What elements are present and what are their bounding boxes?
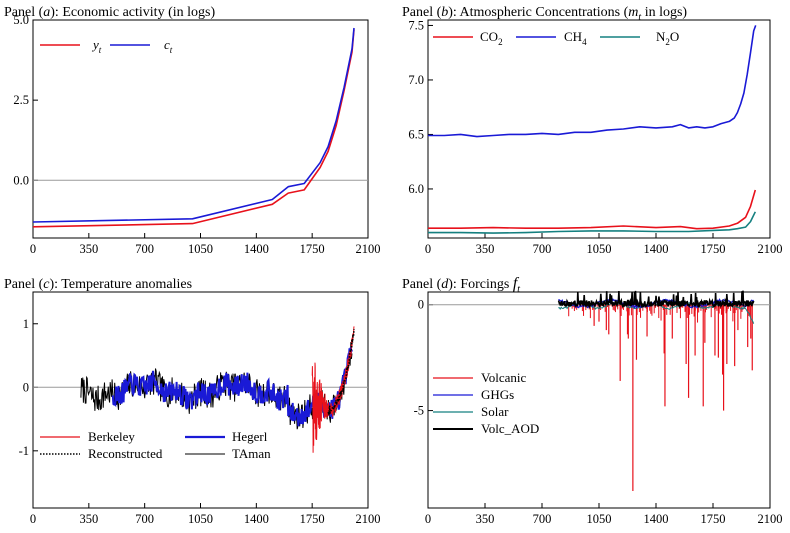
x-tick-label: 1400 — [244, 242, 269, 256]
panel-b-title: Panel (b): Atmospheric Concentrations (m… — [402, 5, 687, 23]
x-tick-label: 1050 — [587, 512, 612, 526]
panel-d: 0 350 700 1050 1400 1750 2100 0 -5 Volcanic GHGs… — [414, 290, 783, 526]
legend-label-ch4: CH4 — [564, 29, 587, 47]
y-tick-label: -1 — [19, 444, 29, 458]
y-tick-label: -5 — [414, 404, 424, 418]
panel-b-legend: CO2 CH4 N2O — [433, 29, 679, 47]
panel-c: 0 350 700 1050 1400 1750 2100 1 0 -1 Berkeley Heg… — [19, 291, 381, 526]
legend-label-berkeley: Berkeley — [88, 429, 135, 444]
panel-b: 0 350 700 1050 1400 1750 2100 7.5 7.0 6.5 6.0 CO2 … — [408, 18, 782, 256]
panel-a-legend: yt ct — [40, 37, 173, 55]
x-tick-label: 700 — [135, 512, 154, 526]
x-tick-label: 1750 — [300, 242, 325, 256]
panel-a: 0 350 700 1050 1400 1750 2100 5.0 2.5 0.0 yt ct — [13, 13, 380, 256]
panel-b-frame — [427, 19, 771, 239]
x-tick-label: 1050 — [587, 242, 612, 256]
panel-c-legend: Berkeley Hegerl Reconstructed TAman — [40, 429, 271, 461]
y-tick-label: 0.0 — [13, 173, 29, 187]
series-line-ch4 — [428, 25, 757, 138]
x-tick-label: 0 — [30, 512, 36, 526]
x-tick-label: 350 — [476, 242, 495, 256]
x-tick-label: 1750 — [701, 242, 726, 256]
y-tick-label: 6.0 — [408, 182, 424, 196]
y-tick-label: 1 — [23, 317, 29, 331]
legend-label-co2: CO2 — [480, 29, 503, 47]
panel-d-legend: Volcanic GHGs Solar Volc_AOD — [433, 370, 539, 436]
x-tick-label: 0 — [425, 512, 431, 526]
x-tick-label: 350 — [79, 242, 98, 256]
series-line-c_t — [32, 27, 355, 223]
y-tick-label: 6.5 — [408, 127, 424, 141]
legend-label-solar: Solar — [481, 404, 509, 419]
series-line-volc-aod — [557, 290, 755, 309]
legend-label-volcanic: Volcanic — [481, 370, 526, 385]
panel-d-title: Panel (d): Forcings ft — [402, 275, 520, 295]
panel-a-title: Panel (a): Economic activity (in logs) — [4, 5, 215, 20]
y-tick-label: 7.0 — [408, 73, 424, 87]
x-tick-label: 1750 — [701, 512, 726, 526]
y-tick-label: 7.5 — [408, 18, 424, 32]
x-tick-label: 1750 — [300, 512, 325, 526]
x-tick-label: 700 — [533, 242, 552, 256]
x-tick-label: 1400 — [644, 242, 669, 256]
x-tick-label: 0 — [30, 242, 36, 256]
legend-label-c: ct — [164, 37, 173, 55]
x-tick-label: 1050 — [188, 242, 213, 256]
x-tick-label: 2100 — [356, 242, 381, 256]
legend-label-reconstructed: Reconstructed — [88, 446, 163, 461]
legend-label-hegerl: Hegerl — [232, 429, 268, 444]
series-line-co2 — [428, 189, 757, 230]
x-tick-label: 2100 — [758, 242, 783, 256]
x-tick-label: 1050 — [188, 512, 213, 526]
x-tick-label: 1400 — [244, 512, 269, 526]
series-line-berkeley — [311, 326, 355, 453]
series-line-y_t — [32, 29, 355, 228]
series-line-n2o — [428, 211, 757, 234]
y-tick-label: 0 — [418, 298, 424, 312]
x-tick-label: 350 — [79, 512, 98, 526]
x-tick-label: 2100 — [758, 512, 783, 526]
x-tick-label: 0 — [425, 242, 431, 256]
panel-a-frame — [32, 19, 369, 239]
x-tick-label: 700 — [135, 242, 154, 256]
x-tick-label: 1400 — [644, 512, 669, 526]
legend-label-volc-aod: Volc_AOD — [481, 421, 539, 436]
series-line-reconstructed — [327, 329, 355, 416]
y-tick-label: 2.5 — [13, 93, 29, 107]
legend-label-y: yt — [91, 37, 102, 55]
x-tick-label: 2100 — [356, 512, 381, 526]
legend-label-ghgs: GHGs — [481, 387, 514, 402]
panel-c-title: Panel (c): Temperature anomalies — [4, 277, 192, 292]
x-tick-label: 350 — [476, 512, 495, 526]
legend-label-taman: TAman — [232, 446, 271, 461]
y-tick-label: 0 — [23, 380, 29, 394]
x-tick-label: 700 — [533, 512, 552, 526]
legend-label-n2o: N2O — [656, 29, 679, 47]
y-tick-label: 5.0 — [13, 13, 29, 27]
series-line-hegerl — [111, 347, 353, 427]
